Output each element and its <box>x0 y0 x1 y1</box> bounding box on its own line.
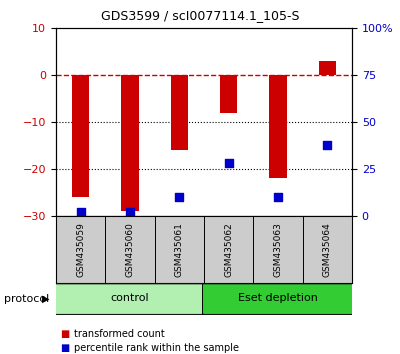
FancyBboxPatch shape <box>202 284 354 314</box>
Text: GSM435062: GSM435062 <box>224 222 233 277</box>
Text: GDS3599 / scI0077114.1_105-S: GDS3599 / scI0077114.1_105-S <box>101 9 299 22</box>
Text: GSM435061: GSM435061 <box>175 222 184 277</box>
Text: GSM435063: GSM435063 <box>274 222 282 277</box>
Text: Eset depletion: Eset depletion <box>238 293 318 303</box>
Point <box>324 142 330 148</box>
Point <box>226 161 232 166</box>
Text: GSM435059: GSM435059 <box>76 222 85 277</box>
Point <box>275 194 281 200</box>
Text: protocol: protocol <box>4 294 49 304</box>
Text: ■: ■ <box>60 329 69 339</box>
Point <box>176 194 182 200</box>
Text: transformed count: transformed count <box>74 329 165 339</box>
Bar <box>269 75 287 178</box>
Text: GSM435064: GSM435064 <box>323 222 332 277</box>
Point <box>78 209 84 215</box>
Text: control: control <box>111 293 149 303</box>
Point <box>127 209 133 215</box>
Bar <box>319 61 336 75</box>
Bar <box>72 75 89 197</box>
Text: GSM435060: GSM435060 <box>126 222 134 277</box>
Bar <box>171 75 188 150</box>
Bar <box>220 75 237 113</box>
FancyBboxPatch shape <box>54 284 206 314</box>
Text: ■: ■ <box>60 343 69 353</box>
Text: percentile rank within the sample: percentile rank within the sample <box>74 343 239 353</box>
Bar <box>121 75 139 211</box>
Text: ▶: ▶ <box>42 294 50 304</box>
